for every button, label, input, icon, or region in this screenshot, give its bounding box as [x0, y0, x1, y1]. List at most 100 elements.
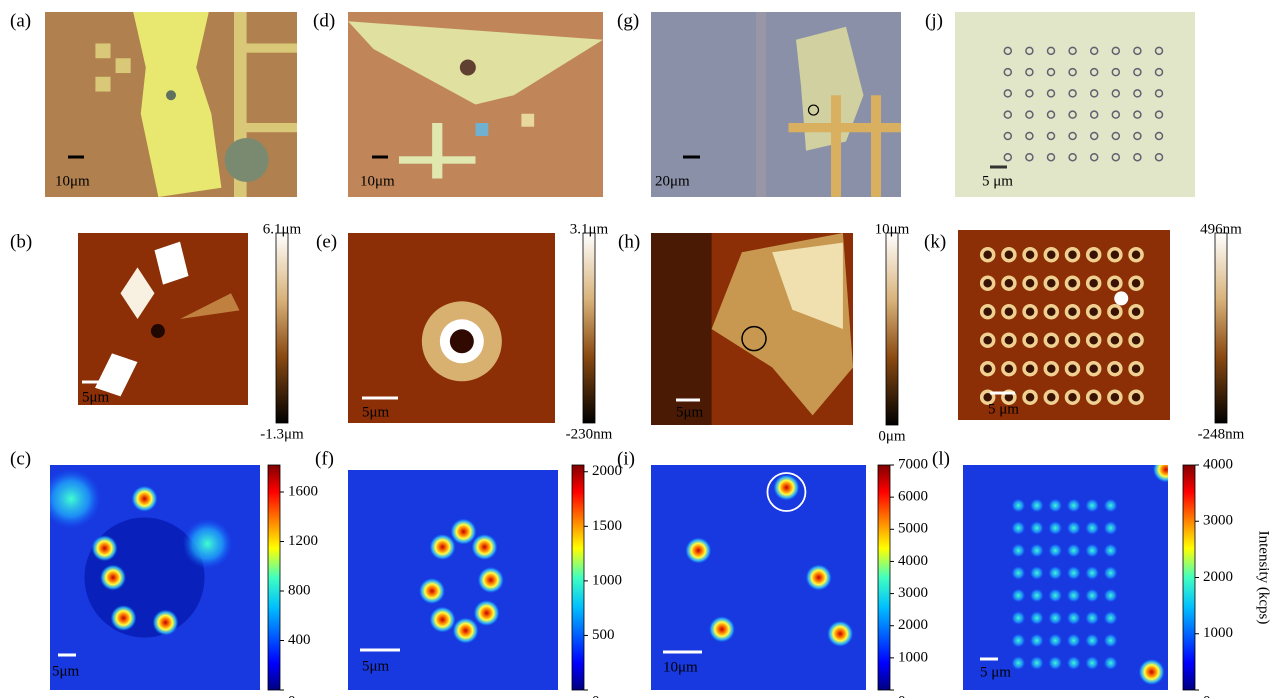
feature: [1045, 277, 1057, 289]
feature: [1114, 291, 1128, 305]
feature: [1066, 363, 1078, 375]
colorbar-min-label: -1.3μm: [260, 426, 304, 442]
colorbar-tick-label: 1000: [592, 572, 622, 588]
colorbar-tick-label: 400: [288, 632, 311, 648]
feature: [1130, 334, 1142, 346]
colorbar-axis-label: Intensity (kcps): [1256, 531, 1272, 625]
feature: [1104, 521, 1118, 535]
panel-label: (f): [315, 448, 334, 469]
feature: [1066, 334, 1078, 346]
panel-image: [651, 12, 901, 197]
feature: [1003, 249, 1015, 261]
feature: [1024, 334, 1036, 346]
feature: [1067, 544, 1081, 558]
feature: [1109, 306, 1121, 318]
feature: [166, 90, 176, 100]
colorbar-max-label: 6.1μm: [263, 221, 302, 237]
feature: [1003, 363, 1015, 375]
feature: [430, 607, 456, 633]
feature: [1104, 611, 1118, 625]
panel-image: [45, 12, 297, 197]
scale-bar-label: 5μm: [676, 404, 704, 420]
feature: [1066, 391, 1078, 403]
feature: [982, 363, 994, 375]
feature: [116, 58, 131, 73]
feature: [709, 616, 735, 642]
feature: [1109, 391, 1121, 403]
feature: [1024, 277, 1036, 289]
feature: [1011, 566, 1025, 580]
feature: [1048, 611, 1062, 625]
panel-label: (l): [932, 448, 950, 469]
feature: [1067, 656, 1081, 670]
feature: [225, 138, 269, 182]
feature: [1011, 634, 1025, 648]
feature: [95, 77, 110, 92]
feature: [478, 567, 504, 593]
feature: [1085, 634, 1099, 648]
feature: [1088, 391, 1100, 403]
feature: [451, 519, 477, 545]
feature: [1085, 521, 1099, 535]
feature: [1085, 656, 1099, 670]
panel-image: [955, 12, 1195, 197]
colorbar-tick-label: 6000: [898, 489, 928, 505]
colorbar: [583, 233, 595, 423]
feature: [1045, 306, 1057, 318]
feature: [1066, 249, 1078, 261]
feature: [460, 60, 476, 76]
panel-label: (b): [10, 231, 32, 252]
panel-label: (a): [10, 10, 31, 31]
feature: [1088, 277, 1100, 289]
colorbar-tick-label: 0: [288, 693, 296, 698]
feature: [1011, 544, 1025, 558]
colorbar-tick-label: 1600: [288, 483, 318, 499]
colorbar-max-label: 10μm: [875, 221, 910, 237]
colorbar: [886, 233, 898, 425]
panel-image: [651, 233, 853, 425]
colorbar-tick-label: 800: [288, 582, 311, 598]
panel-image: [348, 470, 558, 690]
feature: [982, 277, 994, 289]
panel-image: [348, 12, 603, 197]
feature: [1088, 249, 1100, 261]
colorbar-min-label: -230nm: [566, 426, 613, 442]
colorbar-min-label: 0μm: [878, 428, 906, 444]
feature: [1048, 544, 1062, 558]
feature: [1088, 363, 1100, 375]
scale-bar-label: 10μm: [663, 659, 698, 675]
colorbar-tick-label: 3000: [1203, 513, 1233, 529]
feature: [1109, 363, 1121, 375]
feature: [651, 233, 712, 425]
feature: [1109, 334, 1121, 346]
feature: [1024, 306, 1036, 318]
panel-image: [651, 465, 866, 690]
colorbar: [268, 465, 280, 690]
scale-bar-label: 10μm: [360, 173, 395, 189]
feature: [1030, 566, 1044, 580]
feature: [1045, 363, 1057, 375]
colorbar-tick-label: 2000: [898, 617, 928, 633]
feature: [472, 534, 498, 560]
feature: [651, 465, 866, 690]
feature: [1104, 566, 1118, 580]
panel-label: (c): [10, 448, 31, 469]
feature: [1067, 499, 1081, 513]
feature: [521, 114, 534, 127]
colorbar-tick-label: 500: [592, 627, 615, 643]
feature: [1139, 659, 1165, 685]
feature: [1048, 566, 1062, 580]
feature: [474, 600, 500, 626]
colorbar: [572, 465, 584, 690]
feature: [151, 324, 165, 338]
feature: [982, 249, 994, 261]
feature: [1045, 391, 1057, 403]
feature: [1003, 277, 1015, 289]
scale-bar-label: 5μm: [82, 389, 110, 405]
feature: [1024, 391, 1036, 403]
feature: [1030, 611, 1044, 625]
scale-bar-label: 5 μm: [988, 401, 1019, 417]
scale-bar-label: 5 μm: [982, 173, 1013, 189]
colorbar-tick-label: 7000: [898, 456, 928, 472]
feature: [1030, 589, 1044, 603]
